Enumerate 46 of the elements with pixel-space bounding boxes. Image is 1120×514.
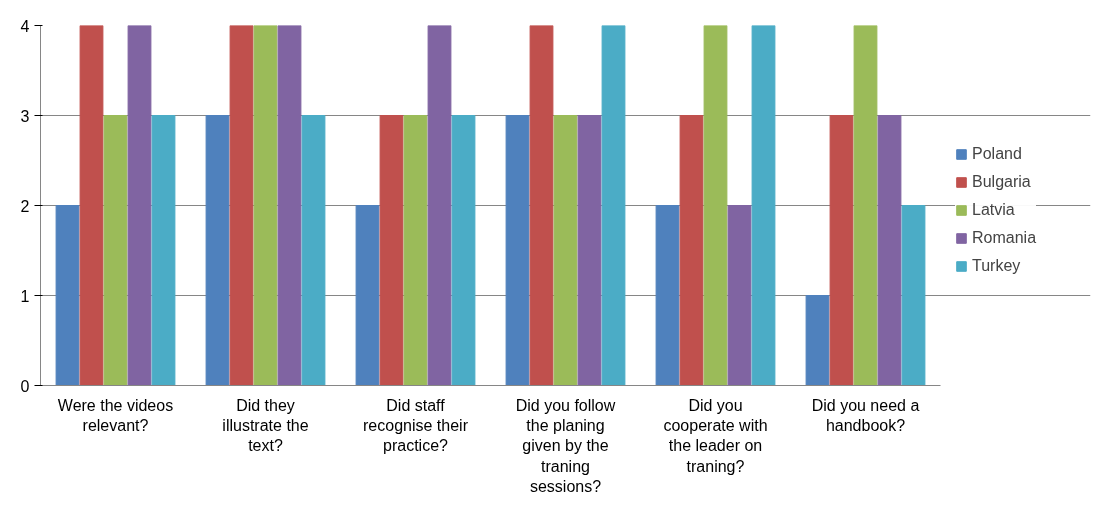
legend-label: Romania	[972, 229, 1037, 247]
bar	[403, 115, 428, 386]
legend-label: Poland	[972, 145, 1022, 163]
bar	[379, 115, 404, 386]
bar	[853, 25, 878, 386]
bar	[301, 115, 326, 386]
x-tick-label: Did you cooperate with the leader on traning?	[663, 396, 768, 475]
bar	[127, 25, 152, 386]
x-tick-label: Did you need a handbook?	[811, 396, 920, 434]
bar	[103, 115, 128, 386]
bar	[805, 295, 830, 386]
bar	[877, 115, 902, 386]
bar	[79, 25, 104, 386]
y-tick-label: 0	[20, 377, 30, 395]
x-tick-label: Did staff recognise their practice?	[363, 396, 469, 455]
bar	[355, 205, 380, 386]
y-tick-label: 1	[20, 287, 30, 305]
bar	[277, 25, 302, 386]
bar	[229, 25, 254, 386]
y-tick-label: 2	[20, 197, 30, 215]
bar	[553, 115, 578, 386]
y-tick-label: 3	[20, 107, 30, 125]
bar	[901, 205, 926, 386]
bar	[55, 205, 80, 386]
legend-label: Latvia	[972, 201, 1015, 219]
legend-label: Bulgaria	[972, 173, 1031, 191]
bar	[703, 25, 728, 386]
x-tick-label: Did they illustrate the text?	[222, 396, 309, 455]
y-tick-label: 4	[20, 17, 30, 35]
bar	[529, 25, 554, 386]
x-tick-label: Were the videos relevant?	[57, 396, 174, 434]
bar	[655, 205, 680, 386]
x-tick-label: Did you follow the planing given by the traning sessions?	[515, 396, 616, 496]
bar	[151, 115, 176, 386]
bar	[427, 25, 452, 386]
bar	[751, 25, 776, 386]
bar	[577, 115, 602, 386]
bar	[727, 205, 752, 386]
legend-label: Turkey	[972, 257, 1021, 275]
bar	[679, 115, 704, 386]
bar	[205, 115, 230, 386]
bar	[253, 25, 278, 386]
bar	[601, 25, 626, 386]
bar	[505, 115, 530, 386]
bar	[451, 115, 476, 386]
bar	[829, 115, 854, 386]
